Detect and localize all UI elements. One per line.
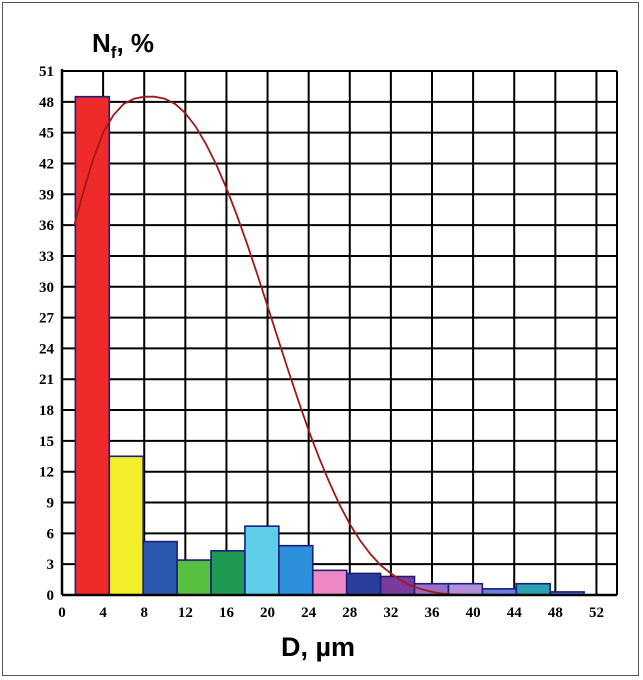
x-tick-label: 20 [260,605,275,621]
x-axis-label: D, µm [281,632,355,662]
bars [74,95,585,596]
x-tick-label: 24 [301,605,317,621]
y-tick-label: 33 [39,249,54,265]
x-tick-label: 4 [99,605,107,621]
y-tick-label: 36 [39,218,55,234]
y-axis-label: Nf, % [92,28,154,62]
bar-3 [142,540,178,596]
y-tick-label: 51 [39,64,54,80]
bar-14 [515,582,551,596]
y-tick-label: 30 [39,280,54,296]
bar-9 [345,572,382,596]
axes [60,69,618,597]
bar-1 [74,95,111,596]
y-tick-label: 21 [39,372,54,388]
bar-8 [311,569,348,596]
y-tick-label: 27 [39,311,55,327]
y-tick-label: 18 [39,403,54,419]
y-tick-label: 45 [39,126,54,142]
fit-curve-group [73,95,617,596]
x-tick-label: 16 [219,605,235,621]
y-tick-label: 12 [39,465,54,481]
bar-7 [278,544,314,596]
x-tick-label: 44 [507,605,523,621]
y-tick-label: 3 [47,557,55,573]
x-tick-label: 32 [383,605,398,621]
fit-curve [73,95,617,596]
x-tick-label: 8 [140,605,148,621]
y-tick-label: 48 [39,95,54,111]
x-tick-label: 40 [466,605,481,621]
x-tick-label: 0 [58,605,66,621]
y-tick-label: 24 [39,341,55,357]
bar-2 [108,455,144,596]
x-tick-label: 28 [342,605,357,621]
bar-4 [176,559,212,596]
grid [62,70,617,595]
x-tick-label: 12 [178,605,193,621]
x-tick-label: 48 [548,605,563,621]
x-tick-label: 52 [589,605,604,621]
y-tick-label: 9 [47,496,55,512]
y-tick-label: 6 [47,526,55,542]
bar-5 [210,550,246,596]
y-tick-label: 42 [39,156,54,172]
x-tick-label: 36 [425,605,441,621]
y-axis-label-main: N [92,28,111,58]
y-axis-label-subscript: f [111,43,117,62]
y-tick-label: 0 [47,588,55,604]
bar-6 [244,525,280,596]
y-tick-label: 15 [39,434,54,450]
y-axis-label-unit: , % [116,28,154,58]
y-tick-label: 39 [39,187,54,203]
bar-12 [447,582,484,596]
